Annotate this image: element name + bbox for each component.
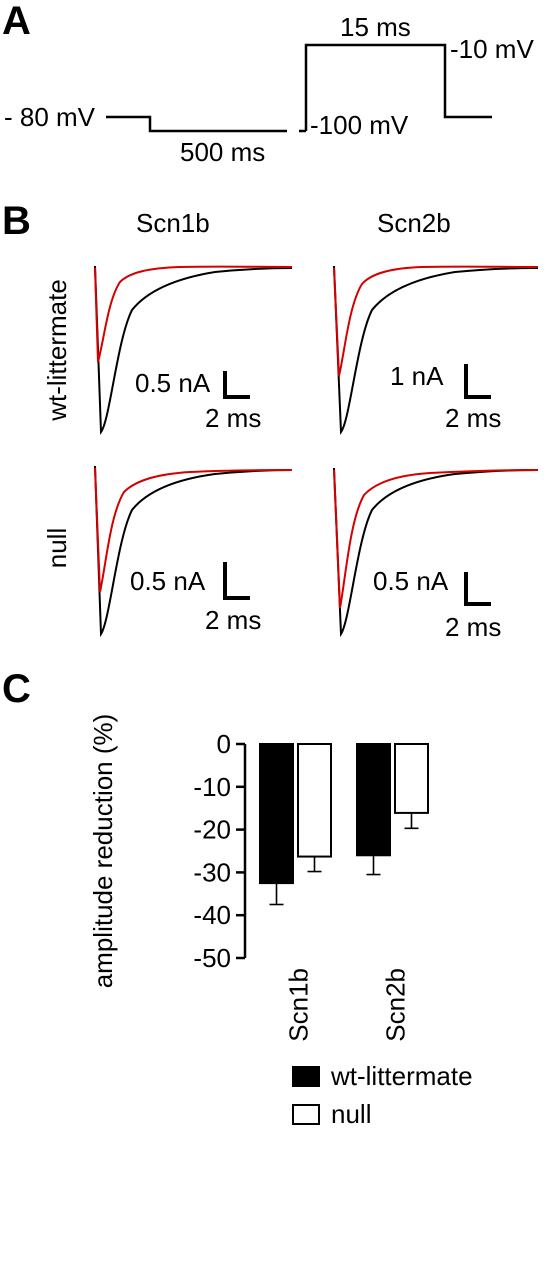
y-axis-title: amplitude reduction (%) bbox=[88, 714, 118, 989]
time-scale-label: 2 ms bbox=[445, 403, 501, 433]
protocol-test-step bbox=[304, 43, 492, 131]
column-header-scn2b: Scn2b bbox=[377, 208, 451, 238]
row-header-wt-littermate: wt-littermate bbox=[42, 279, 72, 422]
protocol-holding-segment bbox=[106, 115, 287, 133]
column-header-scn1b: Scn1b bbox=[136, 208, 210, 238]
current-scale-bar bbox=[223, 562, 250, 600]
current-scale-label: 0.5 nA bbox=[373, 566, 449, 596]
legend-label: wt-littermate bbox=[330, 1061, 473, 1091]
x-axis-categories: Scn1b Scn2b bbox=[284, 968, 411, 1042]
time-scale-label: 2 ms bbox=[445, 612, 501, 642]
trace-panel-scn2b-wt: 1 nA 2 ms bbox=[333, 265, 539, 435]
y-tick-label: -40 bbox=[193, 900, 231, 930]
trace-prepulse bbox=[333, 469, 539, 609]
y-tick-label: -10 bbox=[193, 772, 231, 802]
current-scale-label: 0.5 nA bbox=[135, 368, 211, 398]
y-tick-label: 0 bbox=[217, 729, 231, 759]
y-tick-label: -30 bbox=[193, 857, 231, 887]
time-scale-label: 2 ms bbox=[205, 403, 261, 433]
x-category-label: Scn2b bbox=[381, 968, 411, 1042]
voltage-protocol bbox=[106, 43, 492, 133]
test-potential-label: -10 mV bbox=[450, 34, 534, 64]
trace-control bbox=[333, 467, 539, 638]
trace-panel-scn2b-null: 0.5 nA 2 ms bbox=[333, 467, 539, 642]
legend-label: null bbox=[331, 1099, 371, 1129]
trace-control bbox=[94, 265, 293, 435]
y-axis-ticks: 0 -10 -20 -30 -40 -50 bbox=[193, 729, 245, 973]
current-scale-label: 0.5 nA bbox=[130, 566, 206, 596]
legend-swatch bbox=[292, 1066, 320, 1087]
bars bbox=[259, 743, 429, 906]
panel-c-letter: C bbox=[2, 667, 31, 711]
prepulse-duration-label: 500 ms bbox=[180, 137, 265, 167]
y-tick-label: -50 bbox=[193, 943, 231, 973]
legend-swatch bbox=[292, 1104, 320, 1125]
x-category-label: Scn1b bbox=[284, 968, 314, 1042]
bar-wt-littermate-Scn1b bbox=[259, 743, 294, 885]
trace-prepulse bbox=[333, 265, 539, 377]
current-scale-bar bbox=[223, 371, 250, 399]
current-scale-label: 1 nA bbox=[390, 361, 444, 391]
trace-prepulse bbox=[94, 265, 293, 363]
trace-panel-scn1b-wt: 0.5 nA 2 ms bbox=[94, 265, 293, 435]
bar-wt-littermate-Scn2b bbox=[356, 743, 391, 857]
y-tick-label: -20 bbox=[193, 815, 231, 845]
current-scale-bar bbox=[464, 364, 491, 399]
test-duration-label: 15 ms bbox=[340, 12, 411, 42]
panel-b-letter: B bbox=[2, 199, 31, 243]
row-header-null: null bbox=[42, 528, 72, 568]
bar-null-Scn1b bbox=[297, 743, 332, 858]
time-scale-label: 2 ms bbox=[205, 605, 261, 635]
trace-panel-scn1b-null: 0.5 nA 2 ms bbox=[94, 465, 293, 638]
bar-chart: 0 -10 -20 -30 -40 -50 Scn1b Scn2b amplitude re… bbox=[88, 714, 473, 1129]
panel-a-letter: A bbox=[2, 0, 31, 43]
prepulse-potential-label: -100 mV bbox=[310, 110, 409, 140]
current-scale-bar bbox=[464, 572, 491, 606]
bar-null-Scn2b bbox=[394, 743, 429, 814]
legend: wt-littermate null bbox=[292, 1061, 473, 1129]
trace-prepulse bbox=[94, 467, 293, 593]
trace-control bbox=[333, 265, 539, 435]
holding-potential-label: - 80 mV bbox=[4, 102, 96, 132]
